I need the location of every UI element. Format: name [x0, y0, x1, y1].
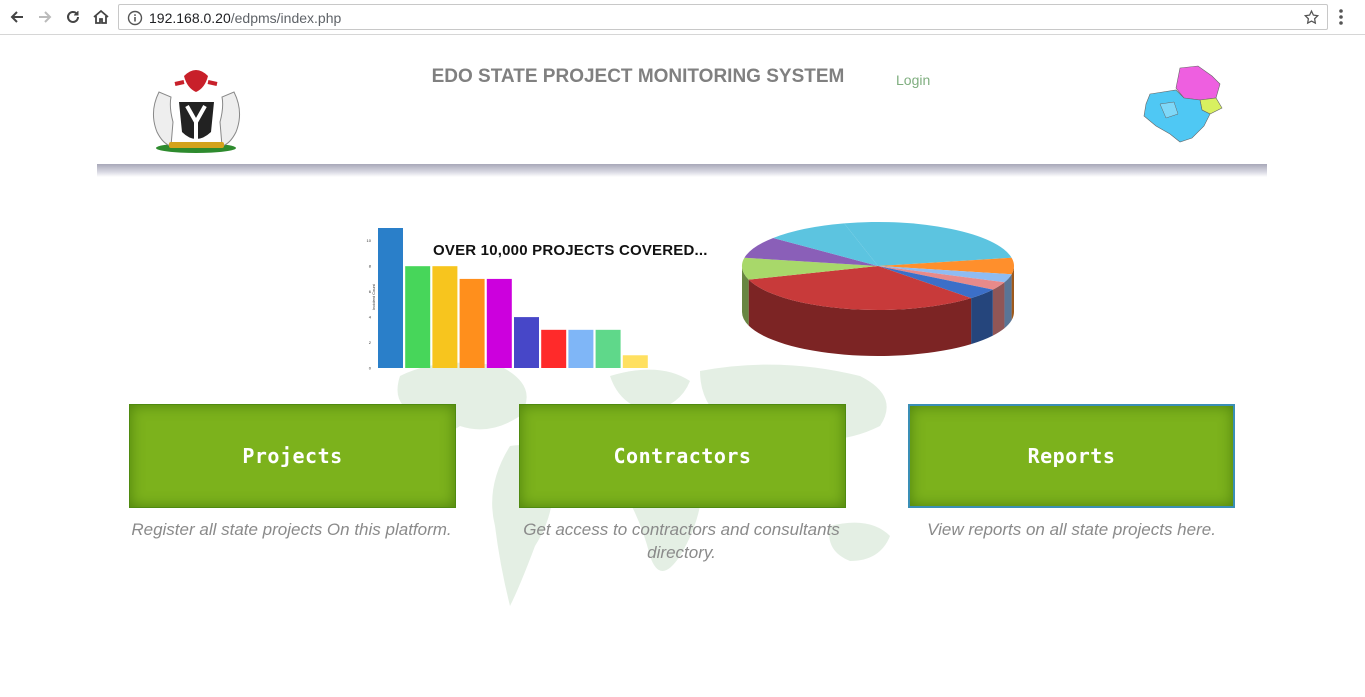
pie-slice-side	[748, 279, 972, 356]
pie-slice	[878, 266, 993, 299]
page: EDO STATE PROJECT MONITORING SYSTEM Logi…	[0, 36, 1365, 697]
pie-chart	[742, 222, 1014, 356]
bar	[568, 329, 594, 368]
bar-chart: Incident Count 0 2 4 6 8 10	[367, 228, 648, 371]
url-host: 192.168.0.20	[149, 10, 231, 26]
contractors-tile-label: Contractors	[613, 444, 752, 468]
reports-tile[interactable]: Reports	[908, 404, 1235, 508]
reload-icon[interactable]	[62, 6, 84, 28]
pie-slice-side	[971, 289, 993, 345]
reports-description: View reports on all state projects here.	[927, 520, 1216, 539]
pie-slice	[742, 257, 878, 280]
bar-chart-tick-label: 10	[367, 238, 372, 243]
pie-slice	[844, 222, 1012, 266]
pie-slice-side	[1004, 274, 1012, 329]
url-path: /edpms/index.php	[230, 10, 342, 26]
bar	[432, 266, 458, 368]
home-icon[interactable]	[90, 6, 112, 28]
site-header: EDO STATE PROJECT MONITORING SYSTEM Logi…	[97, 36, 1267, 166]
url-text: 192.168.0.20/edpms/index.php	[149, 10, 341, 26]
bar	[595, 329, 621, 368]
projects-covered-banner: OVER 10,000 PROJECTS COVERED...	[433, 242, 708, 259]
reports-tile-label: Reports	[1027, 444, 1116, 468]
bar	[405, 266, 431, 368]
address-bar[interactable]: 192.168.0.20/edpms/index.php	[118, 4, 1328, 30]
pie-slice	[748, 266, 972, 310]
forward-arrow-icon[interactable]	[34, 6, 56, 28]
login-link[interactable]: Login	[896, 72, 931, 88]
bar	[378, 228, 403, 368]
bar	[541, 329, 567, 368]
projects-tile[interactable]: Projects	[129, 404, 456, 508]
header-divider	[97, 164, 1267, 177]
pie-slice	[744, 237, 878, 266]
pie-slice	[878, 266, 1005, 290]
bar-chart-tick-label: 4	[369, 315, 372, 320]
info-icon[interactable]	[127, 10, 143, 31]
edo-state-map-icon	[1143, 65, 1223, 143]
kebab-menu-icon[interactable]	[1338, 8, 1344, 31]
site-title: EDO STATE PROJECT MONITORING SYSTEM	[431, 66, 845, 87]
projects-tile-label: Projects	[242, 444, 343, 468]
bar-chart-tick-label: 6	[369, 289, 372, 294]
bar	[459, 278, 485, 368]
pie-slice	[878, 257, 1014, 275]
contractors-tile[interactable]: Contractors	[519, 404, 846, 508]
bar-chart-ylabel: Incident Count	[371, 283, 376, 310]
bar	[486, 278, 512, 368]
contractors-description: Get access to contractors and consultant…	[523, 520, 840, 562]
bar	[622, 355, 648, 368]
pie-slice-side	[1011, 266, 1014, 321]
bar-chart-tick-label: 8	[369, 264, 372, 269]
pie-slice	[773, 223, 878, 266]
pie-slice-side	[742, 266, 749, 326]
pie-slice	[878, 266, 1012, 283]
back-arrow-icon[interactable]	[6, 6, 28, 28]
coat-of-arms-logo-icon	[153, 70, 240, 153]
browser-toolbar: 192.168.0.20/edpms/index.php	[0, 0, 1365, 35]
pie-slice-side	[992, 282, 1005, 336]
bar-chart-tick-label: 2	[369, 340, 372, 345]
projects-description: Register all state projects On this plat…	[131, 520, 452, 539]
bar-chart-tick-label: 0	[369, 366, 372, 371]
bookmark-star-icon[interactable]	[1303, 9, 1320, 31]
bar	[514, 317, 539, 368]
